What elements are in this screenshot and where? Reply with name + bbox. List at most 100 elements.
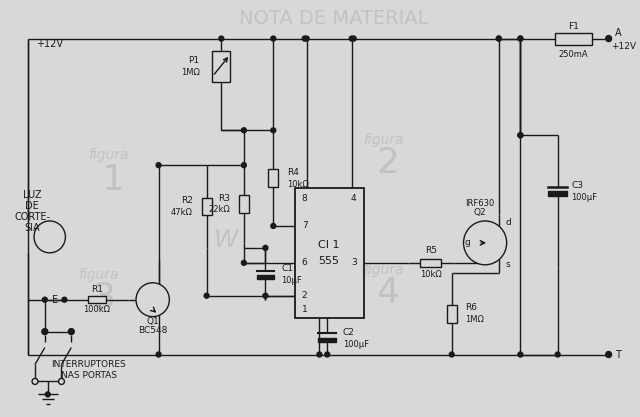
Text: 1MΩ: 1MΩ [181, 68, 200, 77]
Text: R1: R1 [91, 285, 103, 294]
Circle shape [241, 163, 246, 168]
Text: W: W [214, 228, 239, 252]
Text: R5: R5 [425, 246, 436, 255]
Circle shape [518, 352, 523, 357]
Circle shape [349, 36, 354, 41]
Circle shape [219, 36, 224, 41]
Circle shape [518, 36, 523, 41]
Text: BC548: BC548 [138, 326, 168, 335]
Bar [88, 296, 106, 303]
Text: 100kΩ: 100kΩ [83, 305, 110, 314]
Circle shape [241, 260, 246, 265]
Text: NOTA DE MATERIAL: NOTA DE MATERIAL [239, 9, 429, 28]
Text: IRF630: IRF630 [465, 198, 495, 208]
Text: DE: DE [25, 201, 39, 211]
Text: SIA: SIA [24, 223, 40, 233]
Circle shape [34, 221, 65, 253]
Circle shape [271, 224, 276, 229]
Bar [420, 259, 442, 267]
Circle shape [605, 352, 612, 357]
Circle shape [42, 329, 48, 334]
Circle shape [136, 283, 170, 317]
Text: R3: R3 [218, 193, 230, 203]
Circle shape [32, 379, 38, 384]
Text: figura: figura [79, 268, 119, 282]
Text: Q1: Q1 [147, 317, 159, 326]
Text: C2: C2 [343, 328, 355, 337]
Circle shape [271, 36, 276, 41]
Circle shape [497, 36, 501, 41]
Circle shape [263, 245, 268, 250]
Circle shape [263, 293, 268, 298]
Text: F1: F1 [568, 22, 579, 31]
Circle shape [156, 163, 161, 168]
Circle shape [463, 221, 507, 265]
Text: R2: R2 [181, 196, 193, 205]
Bar [212, 50, 230, 83]
Text: 47kΩ: 47kΩ [171, 208, 193, 217]
Text: P1: P1 [189, 56, 200, 65]
Text: d: d [506, 219, 511, 227]
Circle shape [605, 35, 612, 42]
Bar [318, 338, 336, 342]
Text: 6: 6 [302, 258, 308, 267]
Text: 100μF: 100μF [572, 193, 597, 201]
Text: 2: 2 [376, 146, 399, 180]
Text: 10kΩ: 10kΩ [287, 180, 308, 188]
Circle shape [317, 352, 322, 357]
Text: R4: R4 [287, 168, 299, 177]
Circle shape [42, 297, 47, 302]
Circle shape [351, 36, 356, 41]
Bar [447, 305, 457, 323]
Text: 1: 1 [102, 163, 125, 197]
Text: CORTE-: CORTE- [14, 212, 50, 222]
Circle shape [271, 128, 276, 133]
Text: T: T [616, 349, 621, 359]
Text: 3: 3 [351, 258, 356, 267]
Circle shape [45, 392, 50, 397]
Circle shape [302, 36, 307, 41]
Text: 1MΩ: 1MΩ [465, 315, 484, 324]
Text: s: s [506, 260, 510, 269]
Text: 8: 8 [302, 193, 308, 203]
Circle shape [62, 297, 67, 302]
Bar [202, 198, 211, 216]
Text: E: E [52, 295, 58, 305]
Circle shape [68, 329, 74, 334]
Bar [257, 275, 275, 279]
Text: 4: 4 [376, 276, 399, 310]
Text: R6: R6 [465, 303, 477, 312]
Text: +12V: +12V [611, 42, 636, 51]
Text: CI 1: CI 1 [319, 240, 340, 250]
Circle shape [69, 329, 74, 334]
Text: 22kΩ: 22kΩ [209, 206, 230, 214]
Circle shape [241, 128, 246, 133]
Text: 7: 7 [302, 221, 308, 231]
Circle shape [518, 133, 523, 138]
Text: C3: C3 [572, 181, 584, 190]
Bar [555, 33, 592, 45]
Text: 2: 2 [302, 291, 307, 300]
Circle shape [556, 352, 560, 357]
Text: INTERRUPTORES: INTERRUPTORES [52, 360, 126, 369]
Text: figura: figura [363, 263, 403, 277]
Text: 3: 3 [92, 281, 115, 315]
Bar [239, 195, 249, 213]
Bar [268, 169, 278, 187]
Circle shape [204, 293, 209, 298]
Text: NAS PORTAS: NAS PORTAS [61, 371, 117, 380]
Circle shape [449, 352, 454, 357]
Text: +12V: +12V [36, 38, 63, 48]
Circle shape [42, 329, 47, 334]
Text: 250mA: 250mA [559, 50, 588, 59]
Text: A: A [614, 28, 621, 38]
Bar [548, 191, 568, 196]
Text: C1: C1 [281, 264, 293, 273]
Text: LUZ: LUZ [23, 190, 42, 200]
Text: figura: figura [363, 133, 403, 147]
Circle shape [58, 379, 65, 384]
Circle shape [304, 36, 309, 41]
Text: Q2: Q2 [474, 208, 486, 218]
Circle shape [518, 36, 523, 41]
Bar [295, 188, 364, 318]
